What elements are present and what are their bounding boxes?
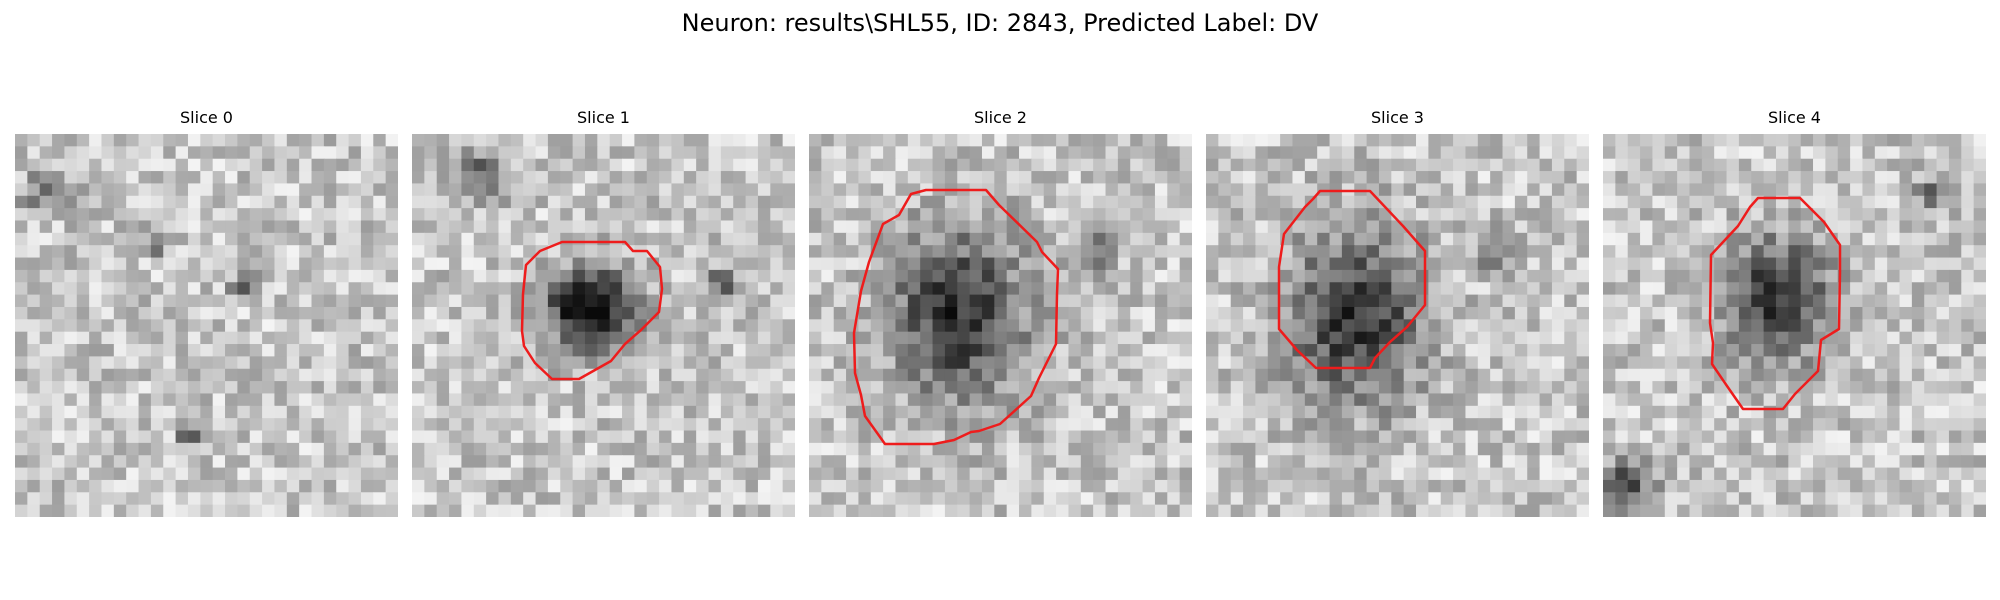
figure-title: Neuron: results\SHL55, ID: 2843, Predict… xyxy=(681,9,1319,37)
slice-image-0 xyxy=(15,134,398,517)
slice-title: Slice 2 xyxy=(974,108,1027,127)
slice-image-3 xyxy=(1206,134,1589,517)
slice-panel-4: Slice 4 xyxy=(1603,107,1986,517)
slice-image-1 xyxy=(412,134,795,517)
roi-contour xyxy=(520,240,664,381)
pixel-grid xyxy=(809,134,1192,517)
slice-title: Slice 0 xyxy=(180,108,233,127)
pixel-grid xyxy=(412,134,795,517)
roi-contour xyxy=(1708,196,1842,411)
slice-image-4 xyxy=(1603,134,1986,517)
slice-title: Slice 4 xyxy=(1768,108,1821,127)
pixel-grid xyxy=(15,134,398,517)
slice-panel-0: Slice 0 xyxy=(15,107,398,517)
slice-image-2 xyxy=(809,134,1192,517)
slice-title: Slice 1 xyxy=(577,108,630,127)
slice-panel-3: Slice 3 xyxy=(1206,107,1589,517)
pixel-grid xyxy=(1206,134,1589,517)
slice-panel-1: Slice 1 xyxy=(412,107,795,517)
slice-title: Slice 3 xyxy=(1371,108,1424,127)
pixel-grid xyxy=(1603,134,1986,517)
slice-panel-2: Slice 2 xyxy=(809,107,1192,517)
roi-contour xyxy=(852,188,1060,446)
roi-contour xyxy=(1277,189,1427,370)
